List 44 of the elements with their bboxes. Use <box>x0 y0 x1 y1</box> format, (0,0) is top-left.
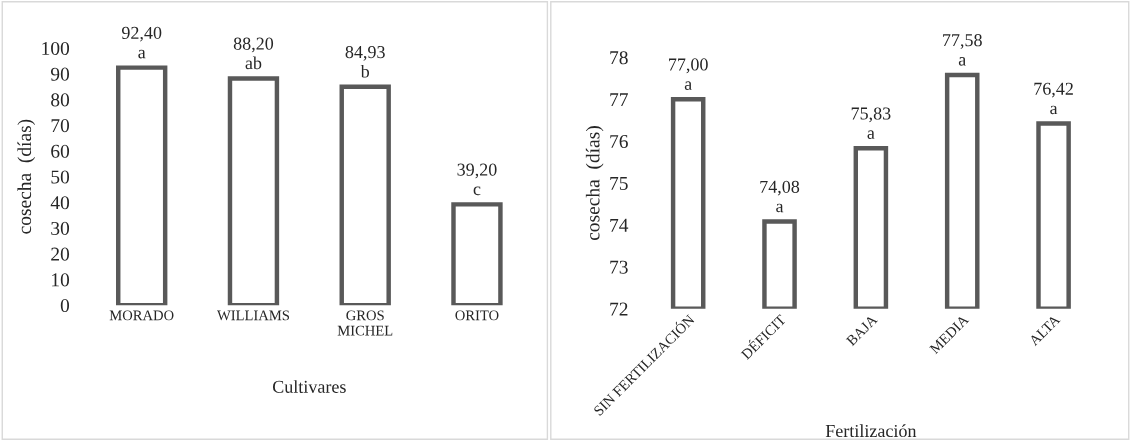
annotation: a <box>776 203 784 213</box>
annotation: a <box>867 130 875 140</box>
y-tick-label: 77 <box>610 93 628 106</box>
data-label: 75,83 <box>851 107 891 123</box>
y-tick-label: 20 <box>51 247 70 261</box>
x-tick-label: ORITO <box>455 310 499 321</box>
y-tick-label: 70 <box>51 119 70 133</box>
data-label: 77,58 <box>943 34 982 49</box>
x-tick-label: WILLIAMS <box>217 310 289 321</box>
x-tick-label: GROS MICHEL <box>337 310 393 336</box>
y-axis-title: cosecha (días) <box>17 119 36 234</box>
y-tick-label: 60 <box>51 144 70 158</box>
data-label: 77,00 <box>669 58 708 74</box>
y-axis-title: cosecha (días) <box>585 126 604 241</box>
y-tick-label: 30 <box>51 221 70 235</box>
y-tick-label: 75 <box>610 177 628 190</box>
annotation: ab <box>245 56 262 70</box>
y-tick-label: 90 <box>50 67 70 81</box>
annotation: a <box>684 81 692 90</box>
data-label: 92,40 <box>121 26 162 42</box>
annotation: a <box>958 57 966 66</box>
y-tick-label: 10 <box>52 273 70 287</box>
annotation: b <box>360 64 370 78</box>
y-tick-label: 76 <box>610 134 628 149</box>
y-tick-label: 72 <box>610 302 628 316</box>
y-tick-label: 74 <box>610 218 629 232</box>
x-tick-label: MORADO <box>109 310 174 321</box>
data-label: 74,08 <box>760 180 800 196</box>
y-tick-label: 0 <box>60 298 70 313</box>
data-label: 76,42 <box>1034 82 1073 98</box>
data-label: 39,20 <box>457 163 497 179</box>
data-label: 88,20 <box>233 37 274 53</box>
y-tick-label: 40 <box>50 196 70 210</box>
y-tick-label: 78 <box>610 51 628 65</box>
y-tick-label: 73 <box>610 260 628 274</box>
y-tick-label: 100 <box>42 41 70 56</box>
x-axis-title: Fertilización <box>825 424 917 438</box>
y-tick-label: 50 <box>51 170 70 184</box>
data-label: 84,93 <box>345 45 385 61</box>
annotation: c <box>473 186 481 196</box>
x-axis-title: Cultivares <box>272 380 346 393</box>
y-tick-label: 80 <box>51 93 70 107</box>
annotation: a <box>138 49 146 59</box>
annotation: a <box>1050 105 1058 115</box>
